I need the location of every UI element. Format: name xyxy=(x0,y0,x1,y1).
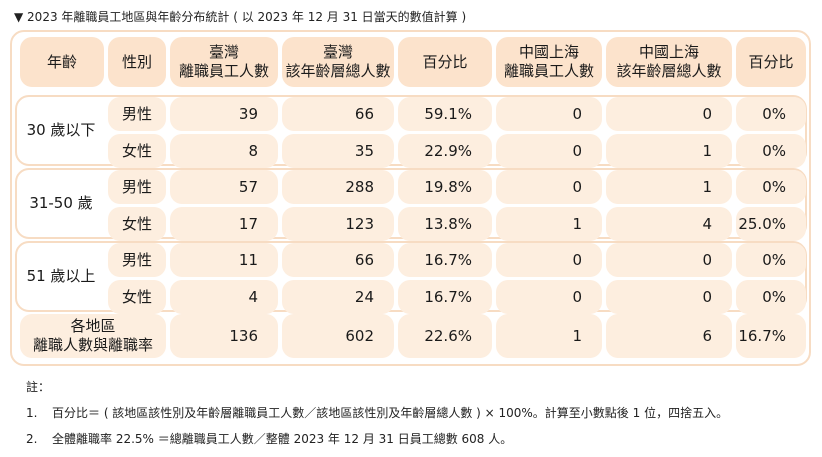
total-value-cell: 136 xyxy=(170,314,278,358)
sex-cell: 男性 xyxy=(108,170,166,204)
value-cell: 24 xyxy=(282,280,394,314)
value-cell: 0 xyxy=(606,97,732,131)
column-header: 臺灣 該年齡層總人數 xyxy=(282,37,394,87)
value-cell: 4 xyxy=(606,207,732,241)
note-text: 全體離職率 22.5% ＝總離職員工人數／整體 2023 年 12 月 31 日… xyxy=(52,432,513,446)
age-group-label: 30 歲以下 xyxy=(18,99,104,162)
value-cell: 11 xyxy=(170,243,278,277)
value-cell: 0% xyxy=(736,97,806,131)
value-cell: 0% xyxy=(736,243,806,277)
column-header: 性別 xyxy=(108,37,166,87)
total-value-cell: 16.7% xyxy=(736,314,806,358)
value-cell: 57 xyxy=(170,170,278,204)
total-value-cell: 22.6% xyxy=(398,314,492,358)
column-header: 中國上海 離職員工人數 xyxy=(496,37,602,87)
column-header: 年齡 xyxy=(20,37,104,87)
note-item-2: 2. 全體離職率 22.5% ＝總離職員工人數／整體 2023 年 12 月 31… xyxy=(26,430,512,447)
column-header: 中國上海 該年齡層總人數 xyxy=(606,37,732,87)
value-cell: 22.9% xyxy=(398,134,492,168)
column-header: 百分比 xyxy=(398,37,492,87)
value-cell: 1 xyxy=(606,170,732,204)
note-item-1: 1. 百分比＝ ( 該地區該性別及年齡層離職員工人數／該地區該性別及年齡層總人數 … xyxy=(26,404,728,421)
value-cell: 0 xyxy=(496,134,602,168)
value-cell: 0% xyxy=(736,170,806,204)
value-cell: 19.8% xyxy=(398,170,492,204)
value-cell: 13.8% xyxy=(398,207,492,241)
value-cell: 16.7% xyxy=(398,243,492,277)
sex-cell: 女性 xyxy=(108,134,166,168)
value-cell: 66 xyxy=(282,243,394,277)
column-header: 百分比 xyxy=(736,37,806,87)
note-number: 1. xyxy=(26,406,38,420)
value-cell: 17 xyxy=(170,207,278,241)
value-cell: 0 xyxy=(496,243,602,277)
total-label: 各地區 離職人數與離職率 xyxy=(20,314,166,358)
total-value-cell: 6 xyxy=(606,314,732,358)
value-cell: 1 xyxy=(606,134,732,168)
notes-heading: 註： xyxy=(26,380,51,394)
value-cell: 59.1% xyxy=(398,97,492,131)
total-value-cell: 602 xyxy=(282,314,394,358)
value-cell: 39 xyxy=(170,97,278,131)
table-title: ▼ 2023 年離職員工地區與年齡分布統計 ( 以 2023 年 12 月 31… xyxy=(14,10,467,24)
sex-cell: 女性 xyxy=(108,280,166,314)
note-text: 百分比＝ ( 該地區該性別及年齡層離職員工人數／該地區該性別及年齡層總人數 ) … xyxy=(52,406,729,420)
value-cell: 0% xyxy=(736,134,806,168)
value-cell: 25.0% xyxy=(736,207,806,241)
sex-cell: 女性 xyxy=(108,207,166,241)
value-cell: 0% xyxy=(736,280,806,314)
column-header: 臺灣 離職員工人數 xyxy=(170,37,278,87)
value-cell: 0 xyxy=(496,170,602,204)
value-cell: 16.7% xyxy=(398,280,492,314)
age-group-label: 31-50 歲 xyxy=(18,172,104,235)
value-cell: 0 xyxy=(606,243,732,277)
age-group-label: 51 歲以上 xyxy=(18,245,104,308)
value-cell: 35 xyxy=(282,134,394,168)
value-cell: 1 xyxy=(496,207,602,241)
total-value-cell: 1 xyxy=(496,314,602,358)
value-cell: 0 xyxy=(606,280,732,314)
sex-cell: 男性 xyxy=(108,97,166,131)
value-cell: 8 xyxy=(170,134,278,168)
value-cell: 0 xyxy=(496,280,602,314)
value-cell: 66 xyxy=(282,97,394,131)
value-cell: 4 xyxy=(170,280,278,314)
sex-cell: 男性 xyxy=(108,243,166,277)
note-number: 2. xyxy=(26,432,38,446)
value-cell: 288 xyxy=(282,170,394,204)
value-cell: 123 xyxy=(282,207,394,241)
value-cell: 0 xyxy=(496,97,602,131)
